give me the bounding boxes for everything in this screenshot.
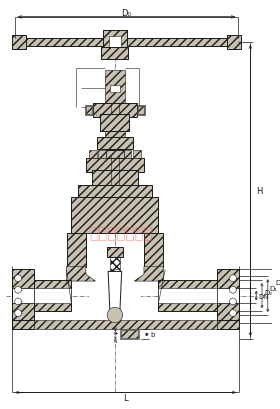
Bar [34, 288, 71, 303]
Circle shape [15, 287, 22, 294]
Bar [92, 171, 138, 186]
Text: H: H [256, 187, 263, 196]
Bar [123, 151, 131, 159]
Bar [133, 151, 141, 159]
Bar [86, 159, 144, 172]
Text: D: D [276, 279, 280, 285]
Bar [71, 198, 158, 233]
Circle shape [230, 287, 236, 294]
Bar [12, 320, 34, 330]
Bar [100, 115, 129, 132]
Circle shape [230, 310, 236, 317]
Bar [120, 330, 139, 339]
Bar [12, 269, 34, 323]
Circle shape [15, 298, 22, 305]
Bar [218, 288, 239, 303]
Bar [93, 104, 137, 117]
Text: 上海沪江阀门厂: 上海沪江阀门厂 [90, 226, 154, 240]
Bar [121, 330, 138, 338]
Polygon shape [67, 267, 95, 281]
Bar [97, 137, 133, 149]
Bar [158, 281, 218, 311]
Text: D₀: D₀ [122, 9, 131, 18]
Bar [34, 281, 71, 311]
Bar [101, 48, 129, 59]
Text: z×φd: z×φd [113, 324, 118, 341]
Bar [138, 107, 144, 115]
Bar [218, 320, 239, 330]
Text: D₂: D₂ [264, 289, 272, 295]
Bar [110, 85, 120, 93]
Text: DN: DN [258, 293, 269, 299]
Bar [89, 151, 97, 159]
Bar [34, 320, 218, 330]
Bar [78, 186, 152, 198]
Bar [12, 36, 26, 50]
Bar [89, 288, 141, 303]
Bar [106, 151, 123, 161]
Polygon shape [108, 272, 122, 315]
Bar [218, 320, 239, 330]
Bar [99, 151, 106, 159]
Polygon shape [134, 267, 163, 281]
Text: b: b [151, 332, 155, 337]
Bar [86, 107, 92, 115]
Bar [109, 37, 121, 49]
Bar [218, 269, 239, 323]
Circle shape [107, 308, 123, 323]
Bar [103, 31, 127, 54]
Text: L: L [123, 393, 128, 402]
Bar [110, 252, 120, 281]
Bar [105, 71, 125, 156]
Bar [227, 36, 241, 50]
Circle shape [15, 310, 22, 317]
Bar [144, 233, 163, 267]
Text: D₁: D₁ [270, 285, 278, 291]
Bar [12, 320, 34, 330]
Circle shape [15, 275, 22, 282]
Bar [137, 106, 145, 115]
Bar [67, 233, 86, 267]
Bar [12, 288, 34, 303]
Bar [107, 247, 123, 257]
Bar [15, 39, 238, 47]
Bar [85, 106, 93, 115]
Circle shape [230, 275, 236, 282]
Circle shape [230, 298, 236, 305]
Bar [158, 288, 218, 303]
